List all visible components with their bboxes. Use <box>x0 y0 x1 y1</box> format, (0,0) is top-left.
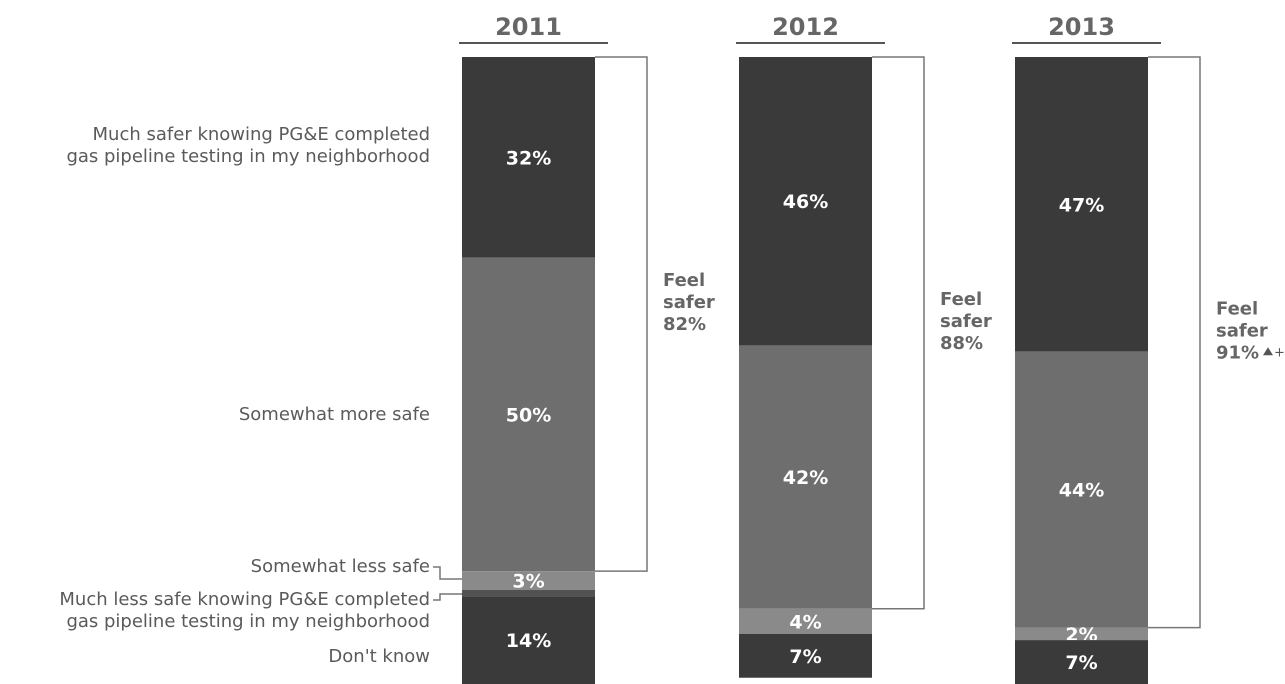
bar-segment-2013-2 <box>1015 627 1148 641</box>
bar-segment-2013-1 <box>1015 351 1148 628</box>
bar-segment-2013-0 <box>1015 57 1148 352</box>
row-label-dont-know: Don't know <box>328 646 430 667</box>
data-label-2013-0: 47% <box>1059 194 1104 216</box>
feel-safer-label-2011-0: Feel <box>663 270 705 291</box>
change-up-triangle-icon <box>1263 347 1273 356</box>
bar-segment-2012-0 <box>739 57 872 346</box>
data-label-2011-1: 50% <box>506 404 551 426</box>
row-label-much-safer-line2: gas pipeline testing in my neighborhood <box>66 146 430 167</box>
year-label-2011: 2011 <box>495 13 562 41</box>
feel-safer-bracket-2013 <box>1148 56 1201 629</box>
year-label-2012: 2012 <box>772 13 839 41</box>
data-label-2011-2: 3% <box>512 571 544 593</box>
row-label-much-safer: Much safer knowing PG&E completed gas pi… <box>66 124 430 168</box>
feel-safer-label-2012-2: 88% <box>940 333 983 354</box>
feel-safer-label-2013-0: Feel <box>1216 298 1258 319</box>
bar-segment-2011-1 <box>462 257 595 572</box>
feel-safer-label-2013-2: 91% <box>1216 342 1259 363</box>
bar-segment-2012-1 <box>739 345 872 609</box>
feel-safer-label-2012-1: safer <box>940 311 992 332</box>
bar-segment-2011-2 <box>462 571 595 590</box>
feel-safer-label-2013-1: safer <box>1216 320 1268 341</box>
feel-safer-bracket-2011 <box>595 56 648 572</box>
bar-segment-2011-3 <box>462 589 595 597</box>
feel-safer-bracket-2012 <box>872 56 925 610</box>
leader-line-much-less <box>433 593 462 601</box>
feel-safer-label-2012-0: Feel <box>940 289 982 310</box>
bar-segment-2011-4 <box>462 596 595 684</box>
year-label-2013: 2013 <box>1048 13 1115 41</box>
data-label-2012-0: 46% <box>783 191 828 213</box>
data-label-2012-1: 42% <box>783 467 828 489</box>
feel-safer-label-2011-2: 82% <box>663 314 706 335</box>
bar-segment-2011-0 <box>462 57 595 258</box>
row-label-somewhat-less: Somewhat less safe <box>250 556 430 577</box>
bar-segment-2012-4 <box>739 633 872 678</box>
row-label-much-less: Much less safe knowing PG&E completed ga… <box>59 589 430 633</box>
bar-segment-2013-4 <box>1015 640 1148 684</box>
data-label-2013-4: 7% <box>1065 652 1097 674</box>
data-label-2011-0: 32% <box>506 147 551 169</box>
data-label-2012-4: 7% <box>789 646 821 668</box>
data-label-2013-1: 44% <box>1059 480 1104 502</box>
row-label-somewhat-more: Somewhat more safe <box>238 404 430 425</box>
data-label-2011-4: 14% <box>506 630 551 652</box>
row-label-much-less-line1: Much less safe knowing PG&E completed <box>59 589 430 610</box>
row-label-much-less-line2: gas pipeline testing in my neighborhood <box>66 611 430 632</box>
data-label-2012-2: 4% <box>789 611 821 633</box>
feel-safer-change-2013: +3 <box>1274 345 1285 360</box>
row-label-much-safer-line1: Much safer knowing PG&E completed <box>92 124 430 145</box>
feel-safer-label-2011-1: safer <box>663 292 715 313</box>
bar-segment-2012-2 <box>739 608 872 634</box>
leader-line-somewhat-less <box>433 566 462 580</box>
